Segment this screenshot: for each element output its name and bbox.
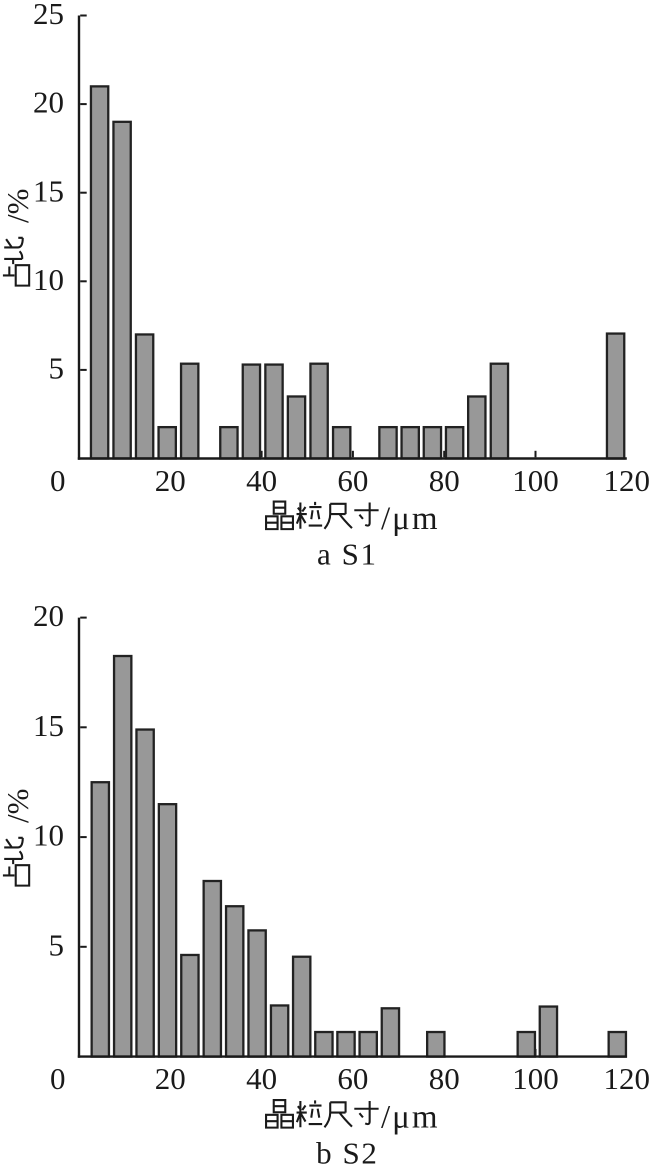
svg-text:/μm: /μm — [381, 1100, 440, 1136]
svg-text:10: 10 — [33, 262, 64, 297]
svg-text:/%: /% — [0, 789, 35, 823]
svg-text:0: 0 — [50, 463, 66, 498]
svg-text:40: 40 — [246, 463, 277, 498]
svg-text:15: 15 — [33, 173, 64, 208]
svg-text:100: 100 — [512, 463, 559, 498]
svg-text:80: 80 — [429, 1061, 460, 1096]
svg-text:20: 20 — [33, 598, 64, 633]
svg-text:25: 25 — [33, 0, 64, 31]
svg-text:5: 5 — [49, 927, 65, 962]
svg-text:/μm: /μm — [381, 501, 440, 537]
svg-text:15: 15 — [33, 708, 64, 743]
svg-text:60: 60 — [337, 463, 368, 498]
svg-text:5: 5 — [49, 351, 65, 386]
svg-text:20: 20 — [155, 1061, 186, 1096]
svg-text:60: 60 — [337, 1061, 368, 1096]
svg-text:/%: /% — [0, 189, 35, 223]
svg-text:a S1: a S1 — [317, 537, 378, 572]
svg-text:40: 40 — [246, 1061, 277, 1096]
svg-text:80: 80 — [429, 463, 460, 498]
svg-text:20: 20 — [155, 463, 186, 498]
svg-text:120: 120 — [604, 1061, 650, 1096]
svg-text:120: 120 — [604, 463, 650, 498]
svg-text:10: 10 — [33, 818, 64, 853]
svg-text:0: 0 — [50, 1061, 66, 1096]
svg-text:100: 100 — [512, 1061, 559, 1096]
svg-text:b S2: b S2 — [316, 1136, 378, 1167]
svg-text:20: 20 — [33, 85, 64, 120]
